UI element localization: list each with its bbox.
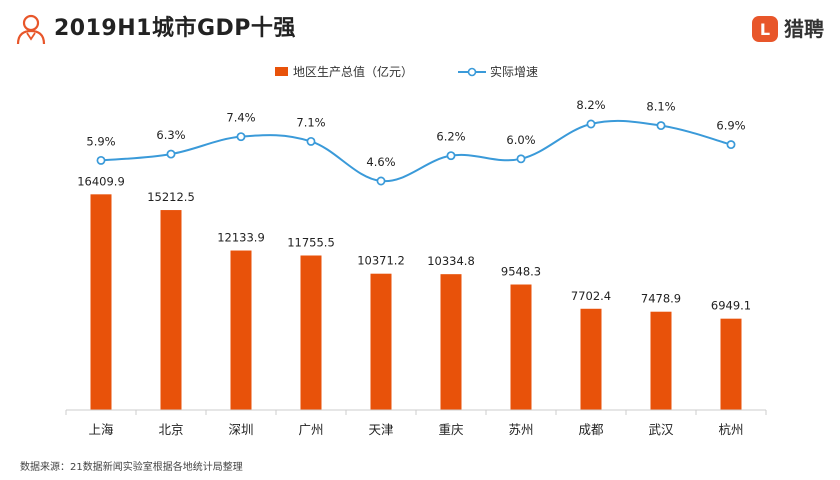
bar-label-8: 7478.9 (641, 292, 681, 306)
legend-bar-label: 地区生产总值（亿元） (293, 64, 413, 79)
bar-5 (440, 274, 462, 410)
bar-label-9: 6949.1 (711, 299, 751, 313)
bar-label-0: 16409.9 (77, 174, 125, 188)
growth-marker-0 (96, 155, 106, 165)
bar-9 (720, 318, 742, 410)
growth-label-8: 8.1% (646, 100, 675, 114)
x-axis-labels: 上海 北京 深圳 广州 天津 重庆 苏州 成都 武汉 杭州 (88, 422, 743, 437)
brand-mark-bg (752, 16, 778, 42)
growth-label-6: 6.0% (506, 133, 535, 147)
bar-value-labels: 16409.9 15212.5 12133.9 11755.5 10371.2 10334… (77, 174, 751, 312)
growth-label-1: 6.3% (156, 128, 185, 142)
bar-7 (580, 308, 602, 410)
bar-label-6: 9548.3 (501, 265, 541, 279)
growth-marker-6 (516, 154, 526, 164)
brand-logo: L 猎聘 (752, 14, 824, 44)
brand-mark-icon: L (752, 16, 778, 42)
bar-label-7: 7702.4 (571, 289, 611, 303)
bar-label-2: 12133.9 (217, 231, 265, 245)
x-label-3: 广州 (298, 422, 323, 437)
brand-name: 猎聘 (784, 17, 824, 41)
brand-mark-letter: L (760, 20, 770, 39)
bar-label-1: 15212.5 (147, 190, 195, 204)
growth-marker-1 (166, 149, 176, 159)
x-label-2: 深圳 (228, 422, 253, 437)
legend: 地区生产总值（亿元） 实际增速 (275, 64, 538, 79)
growth-marker-7 (586, 119, 596, 129)
bar-1 (160, 210, 182, 410)
growth-marker-8 (656, 121, 666, 131)
growth-label-9: 6.9% (716, 119, 745, 133)
x-label-6: 苏州 (508, 422, 533, 437)
growth-labels: 5.9% 6.3% 7.4% 7.1% 4.6% 6.2% 6.0% 8.2% 8.1% 6.9% (86, 98, 745, 169)
x-label-7: 成都 (578, 422, 604, 437)
growth-label-7: 8.2% (576, 98, 605, 112)
user-avatar-icon (16, 14, 46, 45)
bar-0 (90, 194, 112, 410)
x-axis-ticks (65, 410, 767, 415)
legend-line-marker (467, 67, 477, 77)
bar-label-4: 10371.2 (357, 254, 405, 268)
growth-markers (96, 119, 736, 186)
x-label-1: 北京 (158, 422, 183, 437)
growth-label-2: 7.4% (226, 111, 255, 125)
growth-label-3: 7.1% (296, 115, 325, 129)
bar-3 (300, 255, 322, 410)
bar-2 (230, 250, 252, 410)
legend-bar-swatch (275, 67, 288, 76)
growth-marker-9 (726, 140, 736, 150)
bar-label-5: 10334.8 (427, 254, 475, 268)
data-source-note: 数据来源：21数据新闻实验室根据各地统计局整理 (20, 462, 243, 473)
growth-marker-2 (236, 132, 246, 142)
bar-8 (650, 311, 672, 410)
x-label-5: 重庆 (438, 422, 464, 437)
x-label-4: 天津 (368, 422, 393, 437)
growth-line (100, 119, 732, 183)
legend-line-label: 实际增速 (490, 64, 538, 79)
growth-marker-4 (376, 176, 386, 186)
growth-label-4: 4.6% (366, 155, 395, 169)
bar-6 (510, 284, 532, 410)
page-title: 2019H1城市GDP十强 (54, 16, 296, 41)
bar-label-3: 11755.5 (287, 235, 335, 249)
growth-marker-3 (306, 136, 316, 146)
bar-series (90, 194, 742, 410)
x-label-8: 武汉 (648, 422, 674, 437)
growth-label-0: 5.9% (86, 134, 115, 148)
x-label-9: 杭州 (718, 422, 743, 437)
bar-4 (370, 273, 392, 410)
growth-marker-5 (446, 151, 456, 161)
header: 2019H1城市GDP十强 L 猎聘 (0, 0, 840, 58)
growth-label-5: 6.2% (436, 130, 465, 144)
x-label-0: 上海 (88, 422, 114, 437)
